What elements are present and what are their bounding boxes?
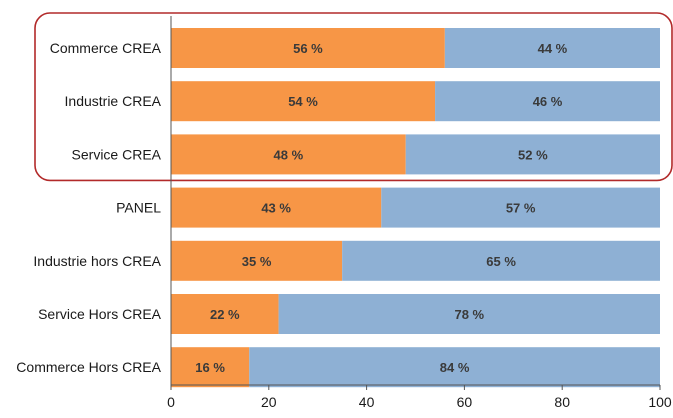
bar-segment-2 xyxy=(444,28,660,68)
x-tick-label: 80 xyxy=(554,394,570,410)
x-ticks: 0 20 40 60 80 100 xyxy=(167,385,672,410)
category-label: Industrie hors CREA xyxy=(33,253,161,269)
x-tick-label: 40 xyxy=(359,394,375,410)
data-label: 22 % xyxy=(210,307,240,322)
category-label: Commerce CREA xyxy=(50,40,162,56)
x-tick-label: 100 xyxy=(648,394,672,410)
category-label: PANEL xyxy=(116,200,161,216)
bar-segment-1 xyxy=(171,28,445,68)
data-label: 54 % xyxy=(288,94,318,109)
data-label: 78 % xyxy=(454,307,484,322)
data-label: 65 % xyxy=(486,254,516,269)
category-labels: Commerce CREA Industrie CREA Service CREA P… xyxy=(16,40,161,375)
data-label: 43 % xyxy=(261,201,291,216)
category-label: Industrie CREA xyxy=(65,93,162,109)
data-label: 52 % xyxy=(518,147,548,162)
bar-segment-2 xyxy=(381,187,660,228)
x-tick-label: 20 xyxy=(261,394,277,410)
bar-segment-1 xyxy=(171,347,250,388)
data-label: 46 % xyxy=(533,94,563,109)
bar-segment-2 xyxy=(435,81,660,122)
highlight-frame xyxy=(34,12,673,182)
data-label: 44 % xyxy=(538,41,568,56)
bar-segment-1 xyxy=(171,294,279,334)
data-label: 56 % xyxy=(293,41,323,56)
bar-segment-2 xyxy=(405,134,660,175)
bar-segment-2 xyxy=(342,240,660,281)
bar-segment-1 xyxy=(171,240,343,281)
category-label: Service CREA xyxy=(72,146,162,162)
category-label: Commerce Hors CREA xyxy=(16,359,161,375)
bar-segment-2 xyxy=(278,294,660,334)
data-label: 57 % xyxy=(506,201,536,216)
category-label: Service Hors CREA xyxy=(38,306,162,322)
data-label: 35 % xyxy=(242,254,272,269)
bar-segment-1 xyxy=(171,134,406,175)
x-tick-label: 0 xyxy=(167,394,175,410)
data-label: 16 % xyxy=(195,360,225,375)
bars-group: 56 % 44 % 54 % 46 % 48 % 52 % 43 % 57 % 35 % 65 %… xyxy=(171,28,661,388)
data-label: 48 % xyxy=(274,147,304,162)
x-tick-label: 60 xyxy=(457,394,473,410)
bar-segment-1 xyxy=(171,81,436,122)
data-label: 84 % xyxy=(440,360,470,375)
bar-segment-1 xyxy=(171,187,382,228)
bar-segment-2 xyxy=(249,347,661,388)
